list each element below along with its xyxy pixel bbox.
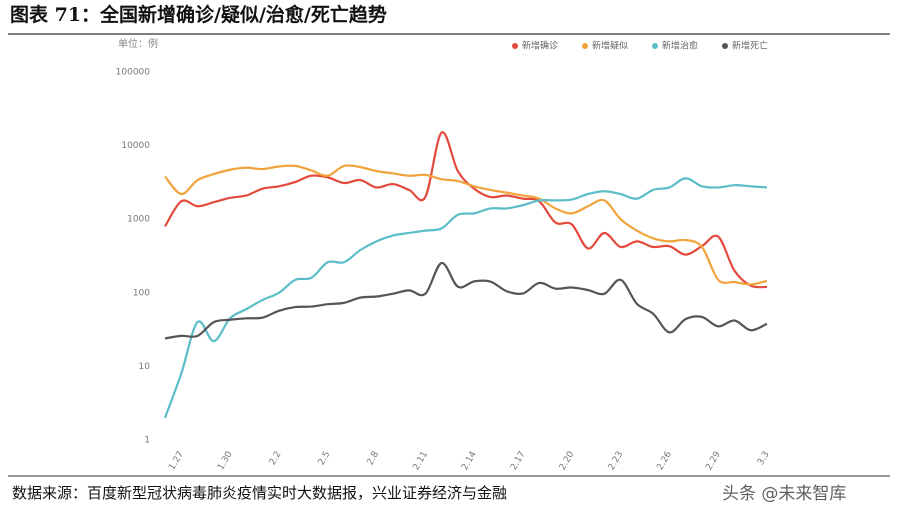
source: 数据来源：百度新型冠状病毒肺炎疫情实时大数据报，兴业证券经济与金融: [12, 484, 507, 502]
x-tick-label: 2.11: [411, 450, 430, 472]
x-tick-label: 2.8: [365, 450, 381, 468]
unit-label: 单位：例: [118, 37, 158, 50]
legend-label: 新增确诊: [522, 40, 558, 52]
legend-swatch: [652, 43, 658, 49]
x-tick-label: 2.29: [704, 450, 723, 473]
x-tick-label: 2.5: [317, 450, 333, 467]
legend-label: 新增治愈: [662, 40, 698, 52]
x-tick-label: 1.30: [216, 450, 235, 473]
y-tick-label: 1000: [127, 215, 150, 225]
series-line: [164, 131, 768, 289]
y-tick-label: 100: [133, 288, 150, 298]
series-line: [164, 261, 768, 340]
x-tick-label: 2.14: [460, 450, 479, 473]
x-tick-label: 2.17: [509, 450, 528, 472]
y-tick-label: 1: [144, 436, 150, 446]
series-line: [164, 164, 768, 286]
y-tick-label: 10: [139, 362, 151, 372]
watermark: 头条 @未来智库: [722, 484, 846, 504]
legend-swatch: [582, 43, 588, 49]
legend-label: 新增疑似: [592, 40, 628, 52]
title: 图表 71：全国新增确诊/疑似/治愈/死亡趋势: [10, 3, 387, 26]
legend-swatch: [722, 43, 728, 49]
y-tick-label: 100000: [116, 68, 151, 78]
x-tick-label: 3.3: [756, 450, 772, 467]
y-tick-label: 10000: [121, 141, 150, 151]
series-line: [163, 177, 768, 419]
x-tick-label: 2.23: [607, 450, 626, 472]
legend-swatch: [512, 43, 518, 49]
x-tick-label: 1.27: [167, 450, 186, 472]
x-tick-label: 2.26: [655, 450, 674, 473]
x-tick-label: 2.2: [268, 450, 284, 467]
x-tick-label: 2.20: [558, 450, 577, 473]
legend-label: 新增死亡: [732, 40, 768, 52]
